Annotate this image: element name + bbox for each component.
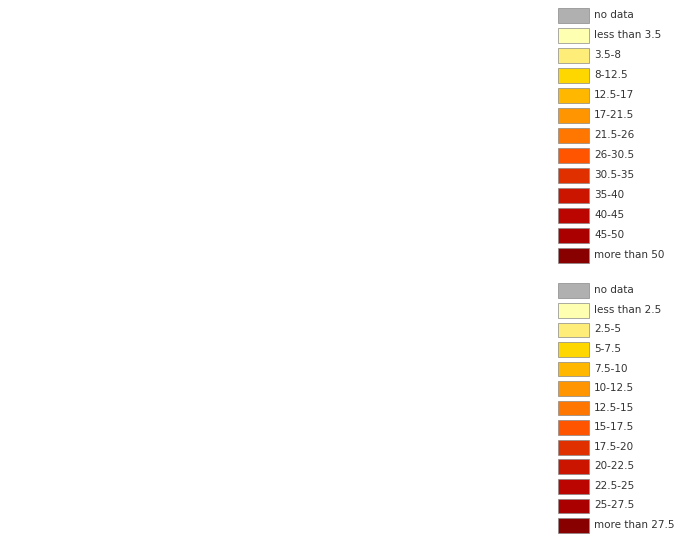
Bar <box>558 108 589 123</box>
Text: 25-27.5: 25-27.5 <box>594 500 635 510</box>
Bar <box>558 362 589 376</box>
Text: 5-7.5: 5-7.5 <box>594 344 622 354</box>
Bar <box>558 48 589 63</box>
Text: 20-22.5: 20-22.5 <box>594 461 634 471</box>
Text: 8-12.5: 8-12.5 <box>594 70 628 80</box>
Text: no data: no data <box>594 285 634 295</box>
Text: 21.5-26: 21.5-26 <box>594 130 635 140</box>
Text: 2.5-5: 2.5-5 <box>594 324 622 334</box>
Text: no data: no data <box>594 10 634 20</box>
Bar <box>558 208 589 223</box>
Bar <box>558 68 589 84</box>
Bar <box>558 381 589 396</box>
Text: 22.5-25: 22.5-25 <box>594 481 635 491</box>
Bar <box>558 322 589 337</box>
Bar <box>558 420 589 435</box>
Bar <box>558 89 589 103</box>
Text: 45-50: 45-50 <box>594 230 624 240</box>
Bar <box>558 440 589 454</box>
Bar <box>558 518 589 533</box>
Text: more than 50: more than 50 <box>594 250 665 260</box>
Bar <box>558 29 589 43</box>
Bar <box>558 479 589 494</box>
Bar <box>558 8 589 24</box>
Text: 35-40: 35-40 <box>594 190 624 200</box>
Text: 12.5-15: 12.5-15 <box>594 403 635 412</box>
Text: 15-17.5: 15-17.5 <box>594 422 635 432</box>
Bar <box>558 168 589 183</box>
Text: 12.5-17: 12.5-17 <box>594 90 635 100</box>
Text: less than 2.5: less than 2.5 <box>594 305 662 315</box>
Bar <box>558 248 589 263</box>
Text: less than 3.5: less than 3.5 <box>594 30 662 41</box>
Text: 7.5-10: 7.5-10 <box>594 364 628 373</box>
Bar <box>558 128 589 143</box>
Text: 26-30.5: 26-30.5 <box>594 150 634 160</box>
Bar <box>558 283 589 298</box>
Text: 40-45: 40-45 <box>594 210 624 220</box>
Text: 30.5-35: 30.5-35 <box>594 170 634 180</box>
Text: 3.5-8: 3.5-8 <box>594 51 622 60</box>
Text: 10-12.5: 10-12.5 <box>594 383 634 393</box>
Bar <box>558 401 589 415</box>
Bar <box>558 303 589 318</box>
Text: more than 27.5: more than 27.5 <box>594 520 675 530</box>
Bar <box>558 188 589 203</box>
Text: 17.5-20: 17.5-20 <box>594 442 634 452</box>
Bar <box>558 498 589 513</box>
Bar <box>558 228 589 243</box>
Bar <box>558 342 589 357</box>
Bar <box>558 148 589 163</box>
Text: 17-21.5: 17-21.5 <box>594 111 635 120</box>
Bar <box>558 459 589 474</box>
